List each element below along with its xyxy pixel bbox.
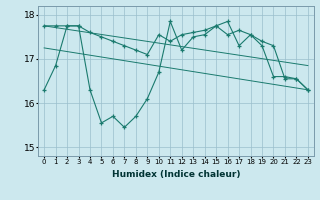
X-axis label: Humidex (Indice chaleur): Humidex (Indice chaleur) [112,170,240,179]
